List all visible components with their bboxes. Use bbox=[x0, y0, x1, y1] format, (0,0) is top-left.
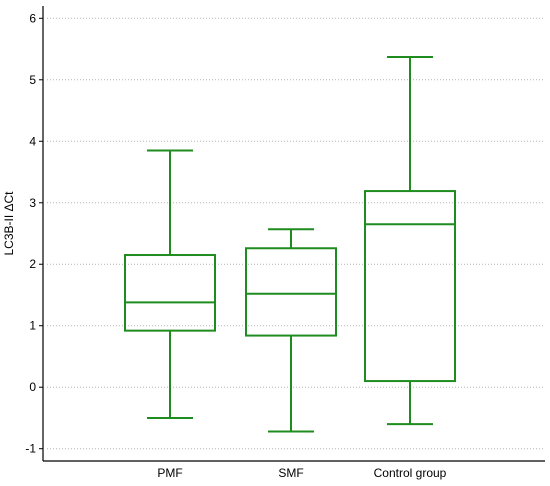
grid-lines bbox=[47, 17, 545, 450]
x-tick-label: Control group bbox=[374, 466, 447, 480]
y-tick-labels: -1 0 1 2 3 4 5 6 bbox=[25, 11, 43, 456]
x-tick-label: SMF bbox=[278, 466, 303, 480]
box-pmf bbox=[124, 149, 216, 419]
interquartile-box bbox=[364, 190, 456, 383]
x-tick-label: PMF bbox=[157, 466, 182, 480]
interquartile-box bbox=[245, 247, 337, 337]
y-tick-label: 2 bbox=[29, 257, 36, 271]
y-tick-label: 5 bbox=[29, 73, 36, 87]
boxes bbox=[124, 56, 456, 433]
axes bbox=[42, 6, 545, 462]
y-axis-title: LC3B-II ΔCt bbox=[2, 191, 16, 256]
y-tick-label: 4 bbox=[29, 134, 36, 148]
box-control-group bbox=[364, 56, 456, 426]
box-smf bbox=[245, 228, 337, 433]
interquartile-box bbox=[124, 254, 216, 332]
y-tick-label: 6 bbox=[29, 11, 36, 25]
y-tick-label: 1 bbox=[29, 319, 36, 333]
y-tick-label: -1 bbox=[25, 442, 36, 456]
y-tick-label: 0 bbox=[29, 380, 36, 394]
y-tick-label: 3 bbox=[29, 196, 36, 210]
x-tick-labels: PMF SMF Control group bbox=[157, 466, 446, 480]
